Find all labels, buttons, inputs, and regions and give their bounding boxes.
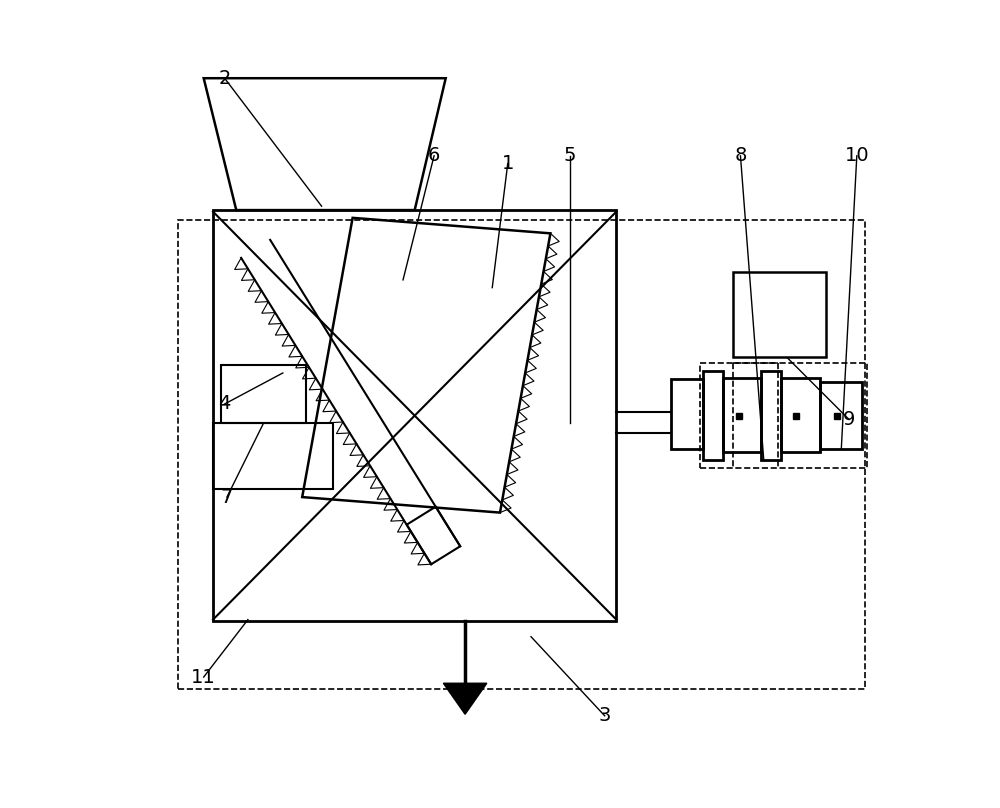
Bar: [761, 371, 781, 460]
Bar: [213, 423, 333, 490]
Bar: [820, 381, 862, 449]
Text: 2: 2: [218, 69, 231, 88]
Text: 9: 9: [843, 410, 855, 429]
Bar: [781, 378, 820, 452]
Text: 11: 11: [191, 667, 216, 687]
Text: 4: 4: [218, 394, 231, 414]
Text: 10: 10: [845, 146, 869, 166]
Text: 6: 6: [428, 146, 440, 166]
Bar: [221, 365, 306, 423]
Text: 5: 5: [564, 146, 576, 166]
Bar: [733, 272, 826, 357]
Bar: [703, 371, 723, 460]
Bar: [178, 220, 865, 689]
Text: 3: 3: [599, 706, 611, 726]
Bar: [700, 363, 867, 468]
Bar: [671, 379, 703, 449]
Text: 8: 8: [734, 146, 747, 166]
Bar: [723, 378, 761, 452]
Bar: [213, 210, 616, 621]
Text: 1: 1: [502, 154, 514, 173]
Text: 7: 7: [221, 487, 233, 507]
Polygon shape: [443, 684, 487, 714]
